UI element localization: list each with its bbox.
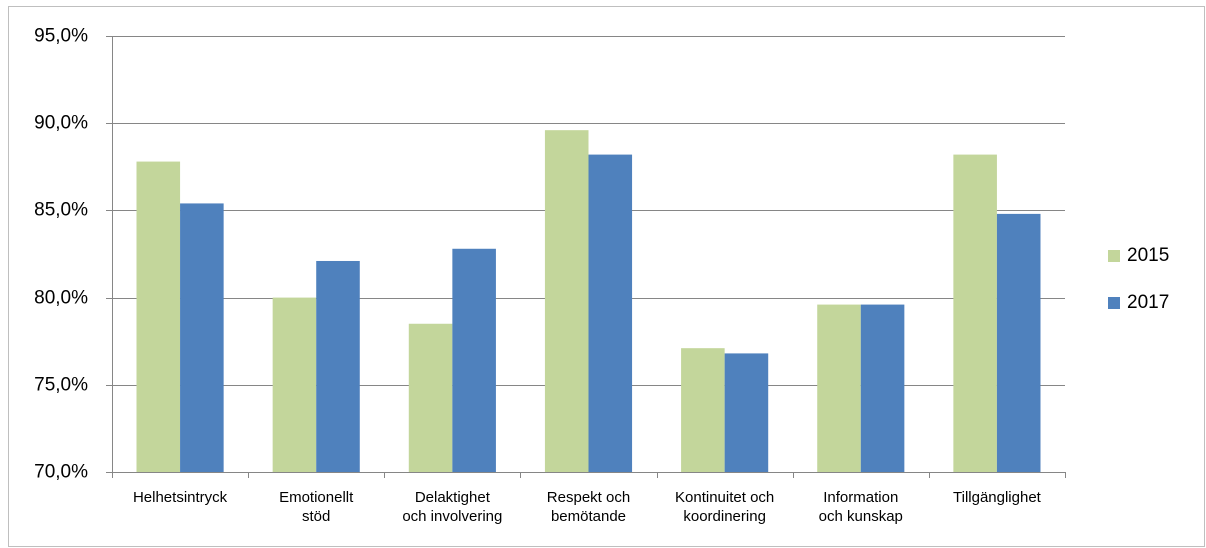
bar (180, 203, 224, 472)
y-tick-label: 95,0% (34, 26, 88, 47)
bar (860, 304, 905, 472)
y-tick-label: 70,0% (34, 462, 88, 483)
bar (136, 161, 181, 472)
legend-swatch (1108, 297, 1120, 309)
bar (408, 323, 453, 472)
bar (724, 353, 769, 472)
x-tick-label: Information och kunskap (818, 489, 903, 525)
x-tick-label: Delaktighet och involvering (402, 489, 503, 525)
bar (316, 260, 360, 472)
legend-swatch (1108, 250, 1120, 262)
x-tick-label: Respekt och bemötande (546, 489, 631, 525)
chart-border (8, 6, 1205, 547)
y-tick-label: 85,0% (34, 200, 88, 221)
bar (544, 130, 589, 472)
x-tick-label: Tillgänglighet (953, 489, 1041, 506)
x-tick-label: Kontinuitet och koordinering (675, 489, 775, 525)
bar (452, 248, 496, 472)
bar (953, 154, 997, 473)
y-tick-label: 80,0% (34, 288, 88, 309)
bar (272, 297, 317, 472)
legend-label: 2017 (1127, 292, 1169, 313)
x-tick-label: Helhetsintryck (132, 489, 228, 506)
legend-label: 2015 (1127, 245, 1169, 266)
y-tick-label: 90,0% (34, 113, 88, 134)
y-tick-label: 75,0% (34, 375, 88, 396)
x-tick-label: Emotionellt stöd (279, 489, 354, 525)
bar (817, 304, 861, 472)
bar (588, 154, 633, 473)
bar (996, 213, 1041, 472)
bar (681, 348, 725, 472)
